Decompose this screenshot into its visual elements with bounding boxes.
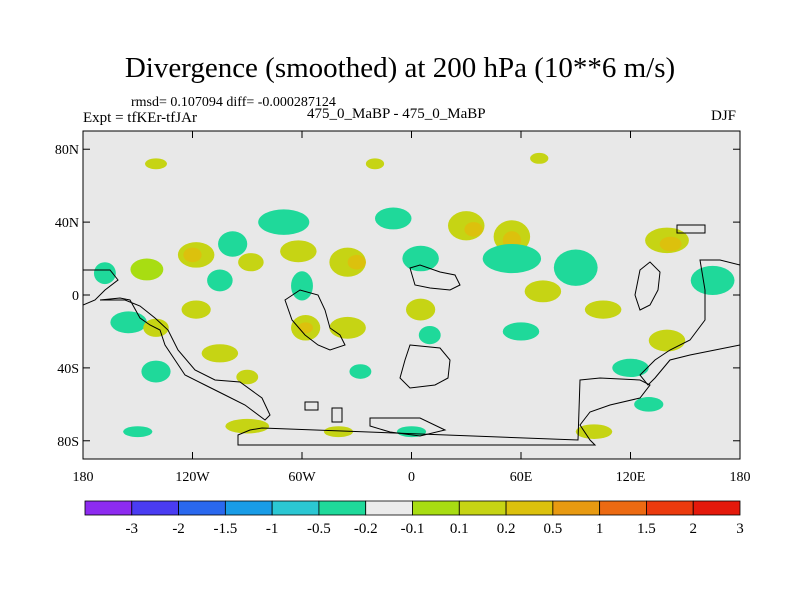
colorbar-label-11: 1.5 bbox=[637, 521, 656, 537]
chart-title: Divergence (smoothed) at 200 hPa (10**6 … bbox=[124, 52, 676, 84]
divergence-blob-10 bbox=[201, 344, 239, 363]
divergence-blob-28 bbox=[482, 243, 542, 274]
divergence-blob-45 bbox=[236, 369, 259, 385]
divergence-blob-0 bbox=[130, 258, 164, 281]
experiment-label: Expt = tfKEr-tfJAr bbox=[83, 110, 197, 126]
colorbar-label-13: 3 bbox=[736, 521, 744, 537]
divergence-blob-30 bbox=[524, 280, 562, 303]
colorbar-label-2: -1.5 bbox=[213, 521, 237, 537]
divergence-blob-8 bbox=[218, 231, 248, 257]
y-tick-label-0: 80N bbox=[55, 143, 79, 158]
divergence-blob-41 bbox=[123, 426, 153, 438]
colorbar-label-9: 0.5 bbox=[543, 521, 562, 537]
divergence-blob-12 bbox=[258, 209, 310, 235]
divergence-blob-22 bbox=[406, 298, 436, 321]
colorbar-label-10: 1 bbox=[596, 521, 604, 537]
colorbar-label-4: -0.5 bbox=[307, 521, 331, 537]
colorbar-swatch-11 bbox=[599, 500, 647, 516]
divergence-blob-23 bbox=[418, 325, 441, 345]
x-tick-label-4: 60E bbox=[510, 470, 533, 485]
y-tick-label-3: 40S bbox=[57, 362, 79, 377]
divergence-blob-1 bbox=[93, 262, 116, 285]
colorbar-swatch-6 bbox=[365, 500, 413, 516]
colorbar-label-1: -2 bbox=[172, 521, 185, 537]
colorbar-swatch-12 bbox=[646, 500, 694, 516]
colorbar-swatch-3 bbox=[224, 500, 273, 516]
colorbar-label-8: 0.2 bbox=[497, 521, 516, 537]
divergence-blob-46 bbox=[349, 364, 372, 379]
divergence-blob-19 bbox=[329, 316, 366, 339]
season-label: DJF bbox=[711, 108, 737, 124]
divergence-blob-21 bbox=[402, 245, 439, 272]
colorbar-swatch-8 bbox=[458, 500, 507, 516]
divergence-blob-18 bbox=[347, 254, 366, 270]
divergence-blob-16 bbox=[298, 322, 313, 334]
divergence-blob-9 bbox=[238, 253, 264, 272]
colorbar-swatch-4 bbox=[271, 500, 320, 516]
divergence-blob-20 bbox=[375, 207, 412, 230]
colorbar-label-12: 2 bbox=[689, 521, 697, 537]
divergence-blob-7 bbox=[207, 269, 233, 292]
colorbar-swatch-10 bbox=[552, 500, 601, 516]
divergence-blob-42 bbox=[145, 158, 167, 170]
y-tick-label-4: 80S bbox=[57, 435, 79, 450]
divergence-blob-34 bbox=[659, 236, 682, 252]
colorbar-swatch-0 bbox=[84, 500, 133, 516]
colorbar-label-6: -0.1 bbox=[401, 521, 425, 537]
x-tick-label-6: 180 bbox=[730, 470, 751, 485]
divergence-blob-2 bbox=[110, 311, 147, 334]
colorbar-swatch-1 bbox=[131, 500, 179, 516]
x-tick-label-3: 0 bbox=[408, 470, 415, 485]
colorbar-label-3: -1 bbox=[266, 521, 279, 537]
divergence-field bbox=[93, 152, 735, 439]
divergence-blob-25 bbox=[464, 222, 483, 237]
divergence-blob-29 bbox=[553, 249, 598, 286]
divergence-blob-38 bbox=[634, 397, 664, 412]
map-background bbox=[83, 131, 740, 459]
y-tick-label-2: 0 bbox=[72, 289, 79, 304]
divergence-blob-48 bbox=[323, 426, 354, 438]
colorbar-label-7: 0.1 bbox=[450, 521, 469, 537]
x-tick-label-1: 120W bbox=[175, 470, 210, 485]
colorbar-label-0: -3 bbox=[126, 521, 139, 537]
y-tick-label-1: 40N bbox=[55, 216, 79, 231]
divergence-blob-6 bbox=[181, 300, 211, 319]
x-tick-label-5: 120E bbox=[616, 470, 646, 485]
runs-label: 475_0_MaBP - 475_0_MaBP bbox=[307, 106, 486, 122]
divergence-blob-13 bbox=[280, 240, 317, 263]
divergence-blob-43 bbox=[530, 152, 549, 164]
x-tick-label-0: 180 bbox=[73, 470, 94, 485]
divergence-blob-11 bbox=[141, 360, 171, 383]
divergence-blob-36 bbox=[648, 329, 686, 352]
colorbar-swatch-5 bbox=[318, 500, 367, 516]
divergence-blob-35 bbox=[690, 265, 735, 295]
divergence-blob-5 bbox=[183, 247, 202, 263]
colorbar-swatch-9 bbox=[505, 500, 554, 516]
coastline-outline bbox=[83, 224, 740, 446]
divergence-blob-32 bbox=[502, 322, 540, 341]
colorbar-swatch-2 bbox=[178, 500, 226, 516]
divergence-blob-37 bbox=[612, 358, 649, 377]
divergence-blob-40 bbox=[225, 418, 270, 434]
colorbar: -3 -2 -1.5 -1 -0.5 -0.2 -0.1 0.1 0.2 0.5 1 1.5 2 3 bbox=[84, 500, 744, 537]
divergence-blob-31 bbox=[584, 300, 622, 319]
colorbar-swatch-7 bbox=[412, 500, 460, 516]
x-tick-label-2: 60W bbox=[288, 470, 316, 485]
map-axes: 180 120W 60W 0 60E 120E 180 80N 40N 0 40S 80S bbox=[55, 131, 751, 485]
divergence-blob-39 bbox=[575, 424, 613, 439]
divergence-blob-14 bbox=[291, 271, 313, 301]
divergence-blob-44 bbox=[365, 158, 385, 170]
colorbar-swatch-13 bbox=[692, 500, 741, 516]
colorbar-label-5: -0.2 bbox=[354, 521, 378, 537]
stats-line: rmsd= 0.107094 diff= -0.000287124 bbox=[131, 95, 336, 110]
